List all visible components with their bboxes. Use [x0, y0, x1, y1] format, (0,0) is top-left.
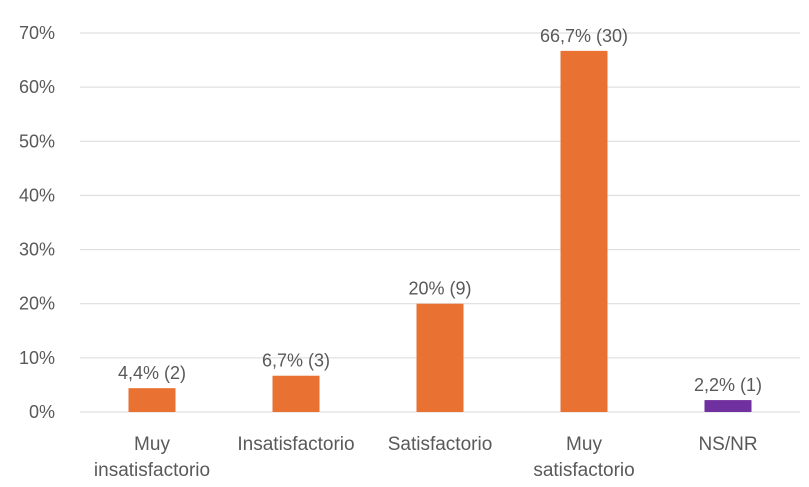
y-tick-label: 60%: [19, 77, 55, 97]
bar: [560, 50, 608, 413]
data-label: 4,4% (2): [118, 363, 186, 383]
x-axis-categories: Muy insatisfactorio Insatisfactorio Satisfa…: [94, 434, 758, 481]
y-tick-label: 20%: [19, 294, 55, 314]
y-tick-label: 10%: [19, 348, 55, 368]
data-label: 20% (9): [408, 279, 471, 299]
x-category-label: NS/NR: [698, 434, 757, 455]
y-tick-label: 30%: [19, 240, 55, 260]
bar: [416, 303, 464, 412]
data-label: 6,7% (3): [262, 351, 330, 371]
x-category-label: Muy insatisfactorio: [94, 434, 210, 481]
x-category-label: Muy satisfactorio: [533, 434, 634, 481]
x-category-label: Satisfactorio: [388, 434, 493, 455]
data-label: 66,7% (30): [540, 26, 628, 46]
bar: [128, 388, 176, 412]
y-tick-label: 40%: [19, 185, 55, 205]
bar: [272, 375, 320, 412]
y-tick-label: 50%: [19, 131, 55, 151]
bar: [704, 400, 752, 412]
data-labels: 4,4% (2) 6,7% (3) 20% (9) 66,7% (30) 2,2% (1…: [118, 26, 762, 395]
y-tick-label: 70%: [19, 23, 55, 43]
data-label: 2,2% (1): [694, 375, 762, 395]
bars: [128, 50, 752, 413]
x-category-label: Insatisfactorio: [237, 434, 354, 455]
y-tick-label: 0%: [29, 402, 55, 422]
y-axis-ticks: 0% 10% 20% 30% 40% 50% 60% 70%: [19, 23, 55, 422]
